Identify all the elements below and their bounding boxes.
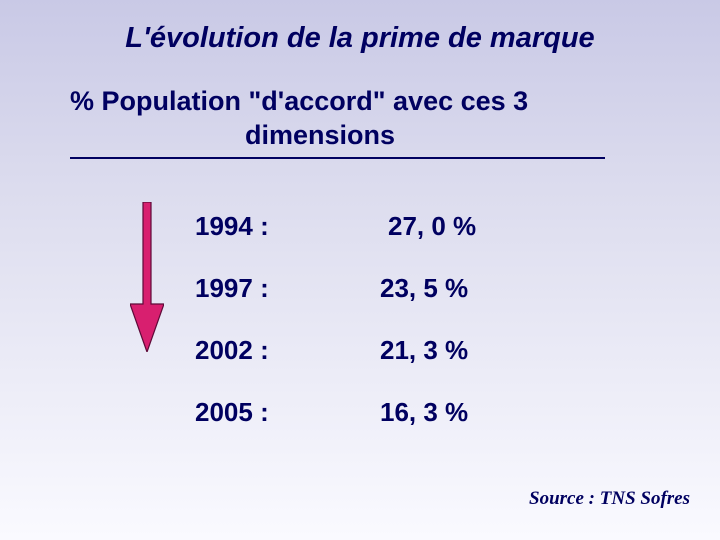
table-row: 2002 : 21, 3 % — [195, 319, 625, 381]
subtitle-line-2: dimensions — [70, 119, 605, 153]
down-arrow-icon — [130, 202, 164, 357]
data-table: 1994 : 27, 0 % 1997 : 23, 5 % 2002 : 21,… — [195, 195, 625, 443]
year-label: 1997 : — [195, 273, 380, 304]
subtitle-block: % Population "d'accord" avec ces 3 dimen… — [70, 85, 605, 159]
percent-value: 23, 5 % — [380, 273, 468, 304]
year-label: 2002 : — [195, 335, 380, 366]
slide-title: L'évolution de la prime de marque — [0, 22, 720, 55]
table-row: 2005 : 16, 3 % — [195, 381, 625, 443]
year-label: 2005 : — [195, 397, 380, 428]
subtitle-line-1: % Population "d'accord" avec ces 3 — [70, 85, 605, 119]
source-attribution: Source : TNS Sofres — [529, 488, 690, 510]
subtitle-underline — [70, 157, 605, 159]
percent-value: 16, 3 % — [380, 397, 468, 428]
table-row: 1997 : 23, 5 % — [195, 257, 625, 319]
year-label: 1994 : — [195, 211, 380, 242]
percent-value: 21, 3 % — [380, 335, 468, 366]
percent-value: 27, 0 % — [380, 211, 476, 242]
table-row: 1994 : 27, 0 % — [195, 195, 625, 257]
